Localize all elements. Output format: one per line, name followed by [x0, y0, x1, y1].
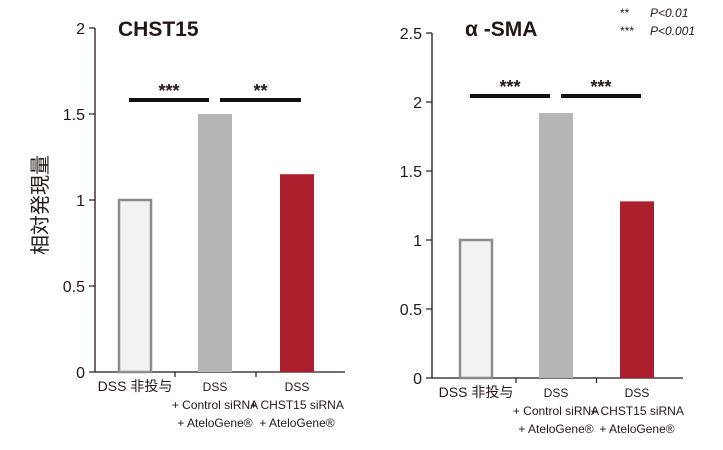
category-label: + CHST15 siRNA — [590, 404, 684, 418]
category-label: + CHST15 siRNA — [250, 398, 344, 412]
chart-title: CHST15 — [118, 18, 199, 41]
legend-stars-2: *** — [620, 24, 634, 38]
y-axis-label: 相対発現量 — [28, 155, 52, 255]
bar-3 — [280, 174, 314, 372]
legend-text-1: P<0.01 — [650, 6, 688, 20]
significance-label: *** — [499, 77, 520, 97]
legend-text-2: P<0.001 — [650, 24, 695, 38]
category-label: + AteloGene® — [259, 416, 334, 430]
y-tick-label: 0 — [413, 371, 422, 388]
significance-label: *** — [590, 77, 611, 97]
bar-2 — [198, 114, 232, 372]
category-label: DSS — [203, 380, 228, 394]
y-tick-label: 0.5 — [63, 279, 85, 296]
significance-label: ** — [253, 81, 267, 101]
y-tick-label: 1 — [76, 193, 85, 210]
legend-stars-1: ** — [620, 6, 630, 20]
y-tick-label: 0.5 — [400, 302, 422, 319]
bar-2 — [539, 113, 573, 378]
chart-title: α -SMA — [465, 18, 537, 41]
y-tick-label: 1.5 — [63, 107, 85, 124]
y-tick-label: 2 — [76, 21, 85, 38]
y-tick-label: 1.5 — [400, 164, 422, 181]
bar-3 — [620, 201, 654, 378]
chart-panel-1: CHST15 0 0.5 1 1.5 2 DSS 非投与 DSS + Control siRNA… — [63, 18, 345, 430]
bar-1 — [458, 238, 494, 380]
category-label: DSS 非投与 — [439, 384, 514, 400]
category-label: + AteloGene® — [177, 416, 252, 430]
bar-1 — [117, 198, 153, 374]
category-label: + Control siRNA — [172, 398, 258, 412]
y-tick-label: 0 — [76, 365, 85, 382]
category-label: DSS 非投与 — [98, 378, 173, 394]
y-tick-label: 2.5 — [400, 26, 422, 43]
category-label: + Control siRNA — [513, 404, 599, 418]
category-label: DSS — [285, 380, 310, 394]
significance-legend: ** P<0.01 *** P<0.001 — [620, 6, 695, 38]
y-tick-label: 1 — [413, 233, 422, 250]
chart-panel-2: α -SMA 0 0.5 1 1.5 2 2.5 DSS 非投与 DSS + Control si… — [400, 18, 684, 436]
category-label: + AteloGene® — [599, 422, 674, 436]
category-label: + AteloGene® — [518, 422, 593, 436]
significance-label: *** — [158, 81, 179, 101]
y-tick-label: 2 — [413, 95, 422, 112]
category-label: DSS — [544, 386, 569, 400]
category-label: DSS — [625, 386, 650, 400]
